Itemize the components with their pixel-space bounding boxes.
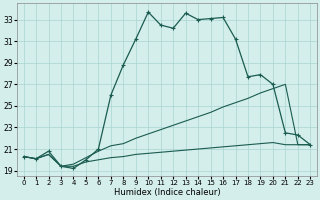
X-axis label: Humidex (Indice chaleur): Humidex (Indice chaleur): [114, 188, 220, 197]
